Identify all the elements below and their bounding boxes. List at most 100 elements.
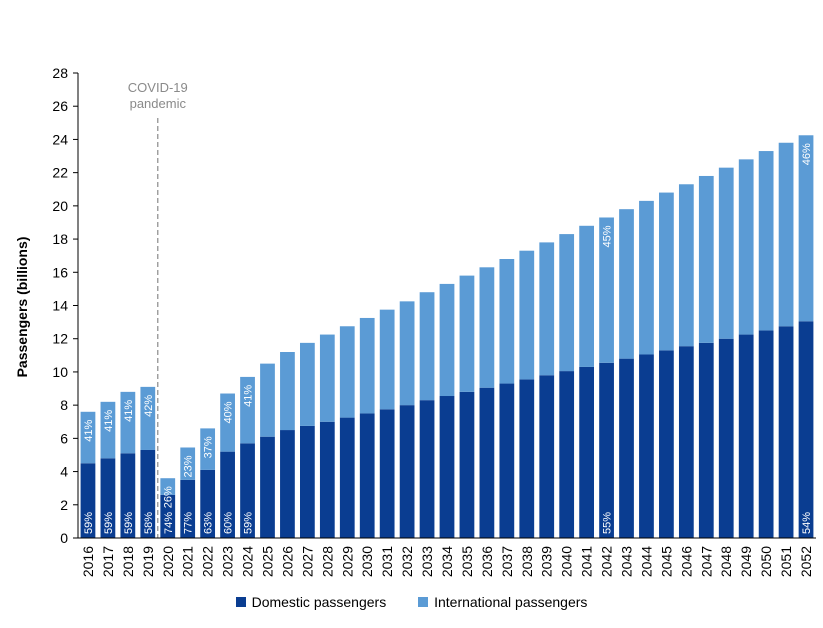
- y-tick-label: 28: [52, 65, 68, 81]
- label-domestic-share: 59%: [243, 512, 255, 534]
- x-tick-label: 2045: [658, 546, 674, 577]
- x-tick-label: 2041: [579, 546, 595, 577]
- bar-international: [718, 167, 734, 339]
- x-tick-label: 2052: [798, 546, 814, 577]
- label-domestic-share: 58%: [143, 512, 155, 534]
- label-international-share: 37%: [203, 436, 215, 458]
- bar-domestic: [339, 417, 355, 538]
- percentage-labels: 59% 59% 59% 58% 74% 77% 63% 60% 59% 55% 54% 41% 41% 4…: [83, 143, 813, 534]
- x-tick-label: 2019: [140, 546, 156, 577]
- label-domestic-share: 59%: [103, 512, 115, 534]
- label-international-share: 41%: [103, 410, 115, 432]
- y-tick-label: 14: [52, 298, 68, 314]
- x-tick-label: 2043: [619, 546, 635, 577]
- x-tick-label: 2049: [738, 546, 754, 577]
- bar-domestic: [798, 321, 814, 538]
- bar-international: [359, 317, 375, 414]
- x-tick-label: 2026: [279, 546, 295, 577]
- label-international-share: 41%: [83, 420, 95, 442]
- x-tick-label: 2025: [259, 546, 275, 577]
- label-domestic-share: 77%: [183, 512, 195, 534]
- label-domestic-share: 74%: [163, 512, 175, 534]
- bar-international: [678, 184, 694, 347]
- x-tick-label: 2030: [359, 546, 375, 577]
- bar-domestic: [459, 391, 475, 538]
- bar-international: [319, 334, 335, 422]
- y-tick-label: 18: [52, 231, 68, 247]
- x-tick-label: 2028: [319, 546, 335, 577]
- bars: [80, 135, 814, 538]
- bar-domestic: [539, 375, 555, 538]
- bar-international: [399, 301, 415, 406]
- label-international-share: 23%: [183, 455, 195, 477]
- bar-international: [499, 259, 515, 384]
- label-domestic-share: 55%: [602, 512, 614, 534]
- legend: Domestic passengers International passen…: [0, 594, 823, 610]
- bar-domestic: [758, 330, 774, 538]
- y-tick-label: 26: [52, 98, 68, 114]
- bar-international: [120, 391, 136, 454]
- bar-international: [379, 309, 395, 410]
- bar-international: [579, 225, 595, 367]
- y-tick-label: 6: [60, 430, 68, 446]
- bar-international: [180, 447, 196, 480]
- x-tick-label: 2018: [120, 546, 136, 577]
- bar-domestic: [439, 396, 455, 538]
- x-tick-label: 2036: [479, 546, 495, 577]
- bar-international: [439, 283, 455, 397]
- bar-domestic: [200, 469, 216, 538]
- y-tick-label: 2: [60, 497, 68, 513]
- x-tick-label: 2024: [240, 546, 256, 577]
- bar-domestic: [379, 409, 395, 538]
- y-tick-label: 20: [52, 198, 68, 214]
- legend-swatch-international: [418, 597, 429, 607]
- bar-international: [459, 275, 475, 392]
- bar-domestic: [280, 430, 295, 538]
- bar-domestic: [180, 479, 196, 538]
- bar-domestic: [260, 436, 275, 538]
- label-international-share: 42%: [143, 395, 155, 417]
- label-international-share: 45%: [602, 225, 614, 247]
- bar-domestic: [659, 350, 674, 538]
- x-tick-label: 2032: [399, 546, 415, 577]
- bar-international: [539, 242, 555, 376]
- x-tick-label: 2020: [160, 546, 176, 577]
- bar-international: [100, 401, 116, 459]
- x-tick-label: 2040: [559, 546, 575, 577]
- label-domestic-share: 60%: [223, 512, 235, 534]
- bar-domestic: [718, 338, 734, 538]
- bar-international: [260, 363, 275, 437]
- bar-domestic: [80, 463, 96, 538]
- y-tick-label: 10: [52, 364, 68, 380]
- covid-annotation-text: COVID-19: [128, 80, 188, 95]
- y-tick-label: 12: [52, 331, 68, 347]
- x-tick-label: 2047: [698, 546, 714, 577]
- x-tick-label: 2035: [459, 546, 475, 577]
- x-tick-label: 2031: [379, 546, 395, 577]
- bar-international: [479, 267, 495, 388]
- bar-international: [559, 234, 575, 372]
- bar-international: [619, 209, 634, 359]
- bar-international: [339, 326, 355, 418]
- bar-domestic: [499, 383, 515, 538]
- bar-international: [698, 175, 714, 343]
- bar-international: [639, 200, 654, 355]
- y-tick-label: 22: [52, 165, 68, 181]
- x-tick-label: 2051: [778, 546, 794, 577]
- y-tick-label: 0: [60, 530, 68, 546]
- bar-international: [280, 352, 295, 431]
- covid-annotation-text: pandemic: [130, 96, 187, 111]
- x-tick-label: 2048: [718, 546, 734, 577]
- legend-item-international: International passengers: [418, 594, 587, 610]
- bar-domestic: [240, 443, 255, 538]
- bar-international: [299, 342, 315, 426]
- x-tick-label: 2046: [678, 546, 694, 577]
- bar-domestic: [698, 342, 714, 538]
- x-tick-label: 2034: [439, 546, 455, 577]
- bar-domestic: [359, 413, 375, 538]
- y-axis-title-group: Passengers (billions): [14, 237, 30, 378]
- label-international-share: 41%: [243, 385, 255, 407]
- bar-domestic: [319, 421, 335, 538]
